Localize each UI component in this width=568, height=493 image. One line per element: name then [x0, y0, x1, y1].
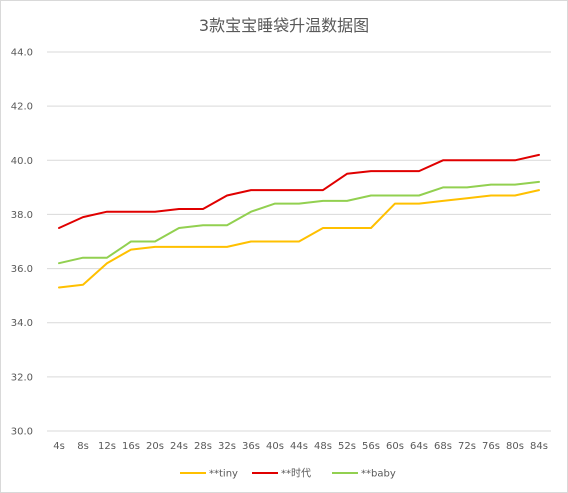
x-tick-label: 52s	[338, 441, 356, 452]
x-tick-label: 4s	[53, 441, 65, 452]
x-tick-label: 68s	[434, 441, 452, 452]
x-tick-label: 36s	[242, 441, 260, 452]
x-tick-label: 40s	[266, 441, 284, 452]
legend-label: **tiny	[209, 469, 238, 480]
x-tick-label: 16s	[122, 441, 140, 452]
gridlines	[47, 51, 551, 432]
y-tick-label: 36.0	[11, 264, 33, 275]
y-tick-label: 44.0	[11, 48, 33, 59]
y-tick-label: 42.0	[11, 102, 33, 113]
y-tick-label: 40.0	[11, 156, 33, 167]
x-tick-label: 12s	[98, 441, 116, 452]
x-tick-label: 76s	[482, 441, 500, 452]
y-axis-ticks: 30.0 32.0 34.0 36.0 38.0 40.0 42.0 44.0	[11, 48, 33, 438]
x-axis-ticks: 4s 8s 12s 16s 20s 24s 28s 32s 36s 40s 44s 48s 52s 56s…	[53, 441, 548, 452]
y-tick-label: 30.0	[11, 427, 33, 438]
legend-entry: **tiny	[180, 469, 238, 480]
x-tick-label: 32s	[218, 441, 236, 452]
series-line-2	[58, 180, 540, 265]
x-tick-label: 84s	[530, 441, 548, 452]
legend-entry: **baby	[332, 469, 396, 480]
x-tick-label: 56s	[362, 441, 380, 452]
chart-title: 3款宝宝睡袋升温数据图	[199, 16, 369, 35]
legend-entry: **时代	[252, 468, 311, 480]
x-tick-label: 8s	[77, 441, 89, 452]
x-tick-label: 28s	[194, 441, 212, 452]
series-lines	[58, 153, 540, 289]
x-tick-label: 24s	[170, 441, 188, 452]
legend: **tiny **时代 **baby	[180, 468, 396, 480]
legend-label: **时代	[281, 468, 311, 480]
x-tick-label: 44s	[290, 441, 308, 452]
x-tick-label: 60s	[386, 441, 404, 452]
x-tick-label: 64s	[410, 441, 428, 452]
x-tick-label: 80s	[506, 441, 524, 452]
series-line-1	[58, 153, 540, 229]
series-line-0	[58, 189, 540, 289]
x-tick-label: 72s	[458, 441, 476, 452]
legend-label: **baby	[361, 469, 396, 480]
y-tick-label: 32.0	[11, 372, 33, 383]
x-tick-label: 48s	[314, 441, 332, 452]
x-tick-label: 20s	[146, 441, 164, 452]
y-tick-label: 38.0	[11, 210, 33, 221]
y-tick-label: 34.0	[11, 318, 33, 329]
